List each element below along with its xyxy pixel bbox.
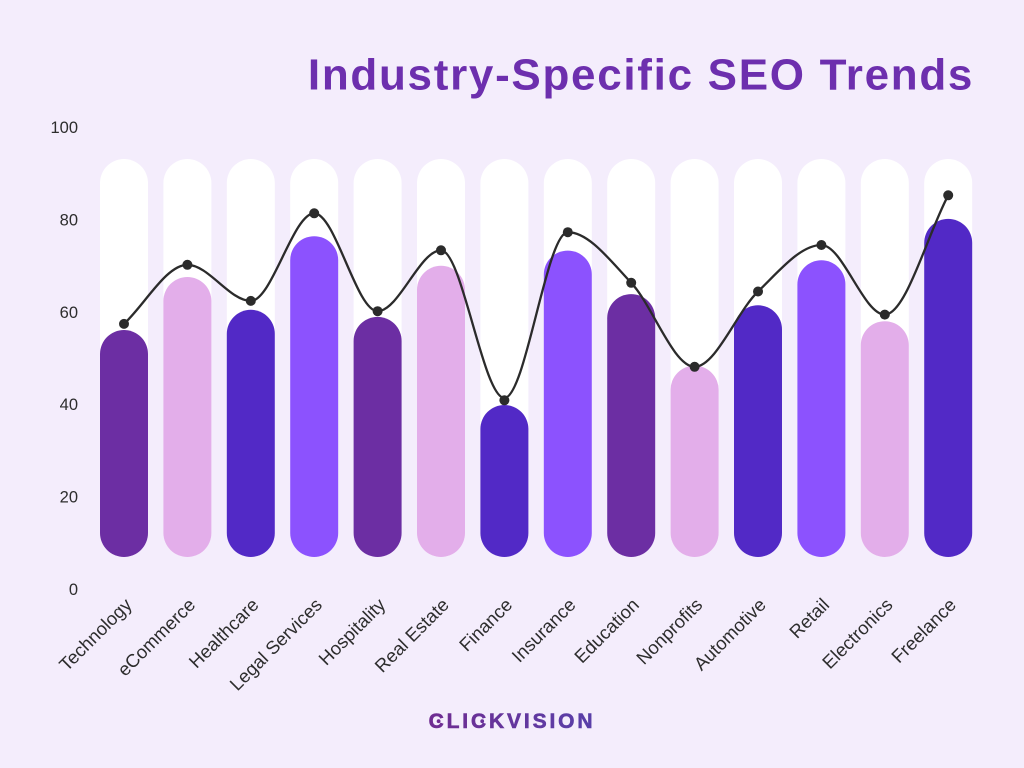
svg-text:100: 100 bbox=[50, 119, 78, 137]
svg-text:20: 20 bbox=[60, 489, 78, 507]
svg-text:60: 60 bbox=[60, 304, 78, 322]
svg-text:0: 0 bbox=[69, 581, 78, 599]
svg-text:80: 80 bbox=[60, 211, 78, 229]
svg-text:40: 40 bbox=[60, 396, 78, 414]
svg-text:CLICKVISION: CLICKVISION bbox=[429, 710, 596, 733]
svg-text:Industry-Specific SEO Trends: Industry-Specific SEO Trends bbox=[308, 51, 974, 100]
